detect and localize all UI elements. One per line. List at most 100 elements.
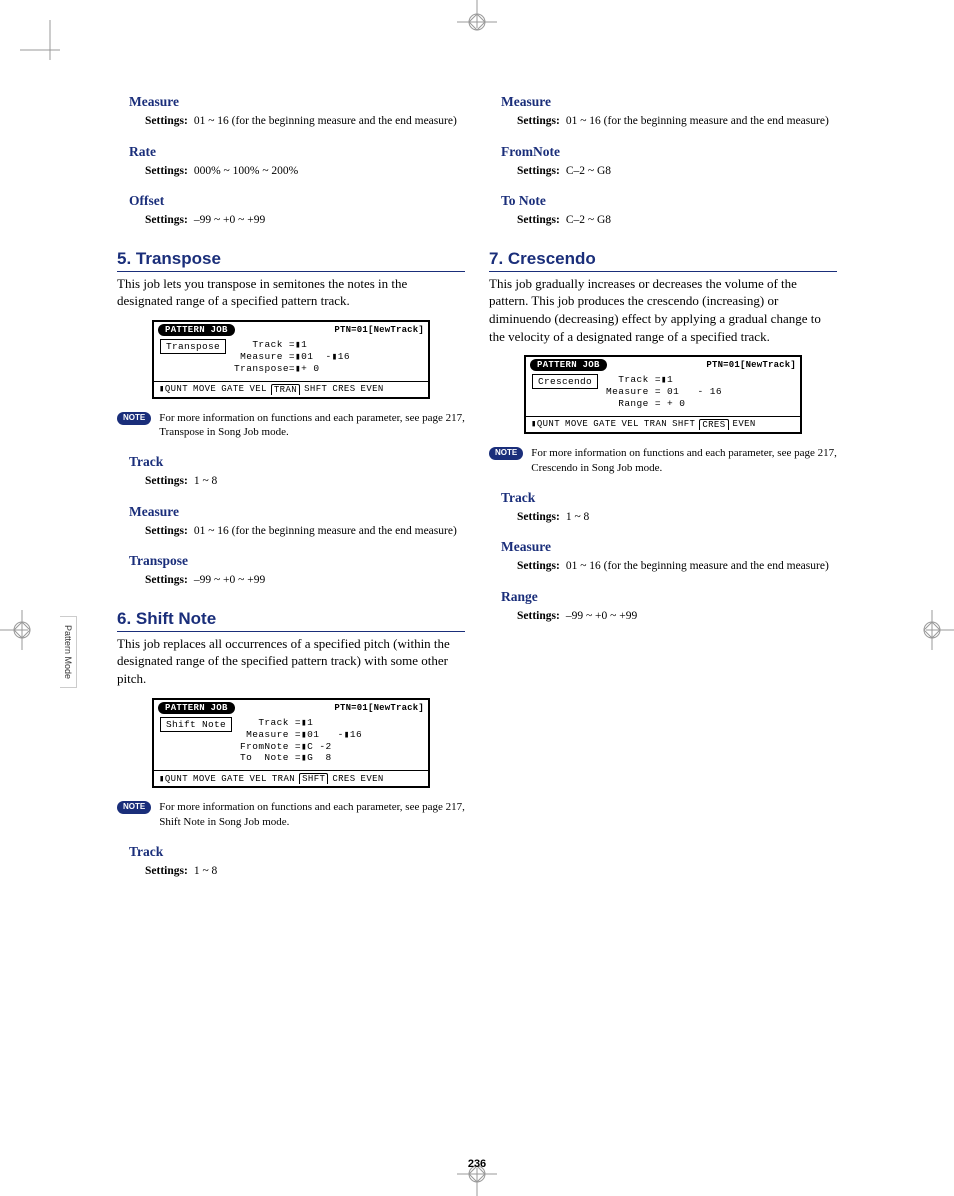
note-icon: NOTE bbox=[489, 447, 523, 460]
section-title-transpose: 5. Transpose bbox=[117, 249, 465, 269]
param-setting: Settings: C–2 ~ G8 bbox=[517, 164, 837, 180]
lcd-tab: MOVE bbox=[192, 384, 217, 394]
settings-label: Settings: bbox=[145, 573, 188, 589]
lcd-tab: TRAN bbox=[271, 384, 300, 395]
note-block: NOTE For more information on functions a… bbox=[489, 446, 837, 476]
lcd-tab: ▮QUNT bbox=[530, 419, 561, 429]
lcd-tab: MOVE bbox=[564, 419, 589, 429]
lcd-titlebar: PATTERN JOB bbox=[158, 702, 235, 714]
lcd-tab: VEL bbox=[248, 774, 267, 784]
param-setting: Settings: C–2 ~ G8 bbox=[517, 213, 837, 229]
settings-value: C–2 ~ G8 bbox=[566, 164, 611, 180]
settings-label: Settings: bbox=[145, 474, 188, 490]
lcd-titlebar: PATTERN JOB bbox=[530, 359, 607, 371]
lcd-job-name: Shift Note bbox=[160, 717, 232, 732]
settings-value: 000% ~ 100% ~ 200% bbox=[194, 164, 298, 180]
param-heading: Range bbox=[501, 589, 837, 605]
section-underline bbox=[117, 271, 465, 272]
note-text: For more information on functions and ea… bbox=[159, 800, 465, 830]
settings-label: Settings: bbox=[517, 609, 560, 625]
param-heading: Measure bbox=[129, 504, 465, 520]
note-text: For more information on functions and ea… bbox=[531, 446, 837, 476]
lcd-ptn-info: PTN=01[NewTrack] bbox=[334, 325, 424, 335]
section-desc: This job replaces all occurrences of a s… bbox=[117, 635, 465, 688]
lcd-tab: VEL bbox=[620, 419, 639, 429]
param-setting: Settings: 01 ~ 16 (for the beginning mea… bbox=[517, 114, 837, 130]
param-setting: Settings: 1 ~ 8 bbox=[145, 474, 465, 490]
settings-label: Settings: bbox=[517, 114, 560, 130]
right-column: Measure Settings: 01 ~ 16 (for the begin… bbox=[489, 94, 837, 1154]
lcd-tab: EVEN bbox=[360, 774, 385, 784]
settings-value: –99 ~ +0 ~ +99 bbox=[194, 213, 265, 229]
lcd-params: Track =▮1 Measure = 01 - 16 Range = + 0 bbox=[606, 374, 722, 410]
settings-label: Settings: bbox=[145, 213, 188, 229]
param-heading: Rate bbox=[129, 144, 465, 160]
param-setting: Settings: 01 ~ 16 (for the beginning mea… bbox=[145, 114, 465, 130]
section-title-crescendo: 7. Crescendo bbox=[489, 249, 837, 269]
lcd-tabs: ▮QUNTMOVEGATEVELTRANSHFTCRESEVEN bbox=[526, 416, 800, 432]
param-heading: Measure bbox=[129, 94, 465, 110]
param-setting: Settings: 01 ~ 16 (for the beginning mea… bbox=[517, 559, 837, 575]
lcd-tab: SHFT bbox=[303, 384, 328, 394]
lcd-screenshot-shift-note: PATTERN JOB PTN=01[NewTrack] Shift Note … bbox=[152, 698, 430, 789]
cropmark-left bbox=[0, 600, 40, 660]
lcd-tab: TRAN bbox=[271, 774, 296, 784]
param-setting: Settings: –99 ~ +0 ~ +99 bbox=[145, 573, 465, 589]
section-title-shift-note: 6. Shift Note bbox=[117, 609, 465, 629]
lcd-params: Track =▮1 Measure =▮01 -▮16 FromNote =▮C… bbox=[240, 717, 362, 765]
section-underline bbox=[117, 631, 465, 632]
lcd-screenshot-transpose: PATTERN JOB PTN=01[NewTrack] Transpose T… bbox=[152, 320, 430, 399]
settings-value: 01 ~ 16 (for the beginning measure and t… bbox=[194, 114, 457, 130]
lcd-tab: ▮QUNT bbox=[158, 384, 189, 394]
param-heading: Transpose bbox=[129, 553, 465, 569]
note-icon: NOTE bbox=[117, 801, 151, 814]
param-heading: Measure bbox=[501, 539, 837, 555]
cropmark-top bbox=[447, 0, 507, 40]
lcd-job-name: Crescendo bbox=[532, 374, 598, 389]
lcd-ptn-info: PTN=01[NewTrack] bbox=[706, 360, 796, 370]
lcd-tab: ▮QUNT bbox=[158, 774, 189, 784]
lcd-tab: VEL bbox=[248, 384, 267, 394]
settings-label: Settings: bbox=[517, 213, 560, 229]
note-block: NOTE For more information on functions a… bbox=[117, 411, 465, 441]
lcd-screenshot-crescendo: PATTERN JOB PTN=01[NewTrack] Crescendo T… bbox=[524, 355, 802, 434]
settings-value: –99 ~ +0 ~ +99 bbox=[566, 609, 637, 625]
page-number: 236 bbox=[468, 1158, 486, 1170]
side-tab-pattern-mode: Pattern Mode bbox=[60, 616, 77, 688]
note-block: NOTE For more information on functions a… bbox=[117, 800, 465, 830]
lcd-ptn-info: PTN=01[NewTrack] bbox=[334, 703, 424, 713]
param-heading: FromNote bbox=[501, 144, 837, 160]
cropmark-right bbox=[914, 600, 954, 660]
lcd-params: Track =▮1 Measure =▮01 -▮16 Transpose=▮+… bbox=[234, 339, 350, 375]
left-column: Measure Settings: 01 ~ 16 (for the begin… bbox=[117, 94, 465, 1154]
settings-label: Settings: bbox=[145, 864, 188, 880]
settings-value: 01 ~ 16 (for the beginning measure and t… bbox=[566, 114, 829, 130]
param-heading: Track bbox=[129, 844, 465, 860]
settings-value: 1 ~ 8 bbox=[194, 864, 217, 880]
settings-value: 1 ~ 8 bbox=[566, 510, 589, 526]
lcd-tabs: ▮QUNTMOVEGATEVEL TRANSHFTCRES EVEN bbox=[154, 381, 428, 397]
lcd-job-name: Transpose bbox=[160, 339, 226, 354]
lcd-tab: GATE bbox=[220, 384, 245, 394]
param-heading: Offset bbox=[129, 193, 465, 209]
settings-label: Settings: bbox=[145, 114, 188, 130]
lcd-tab: EVEN bbox=[732, 419, 757, 429]
settings-label: Settings: bbox=[517, 164, 560, 180]
settings-value: 01 ~ 16 (for the beginning measure and t… bbox=[566, 559, 829, 575]
lcd-tab: TRAN bbox=[643, 419, 668, 429]
lcd-tab: CRES bbox=[331, 384, 356, 394]
param-heading: To Note bbox=[501, 193, 837, 209]
section-desc: This job gradually increases or decrease… bbox=[489, 275, 837, 346]
lcd-tab: EVEN bbox=[360, 384, 385, 394]
settings-label: Settings: bbox=[517, 559, 560, 575]
param-setting: Settings: –99 ~ +0 ~ +99 bbox=[517, 609, 837, 625]
param-heading: Measure bbox=[501, 94, 837, 110]
param-heading: Track bbox=[501, 490, 837, 506]
cornermark-top-left bbox=[20, 20, 60, 60]
settings-label: Settings: bbox=[145, 524, 188, 540]
lcd-tab: CRES bbox=[699, 419, 728, 430]
param-setting: Settings: –99 ~ +0 ~ +99 bbox=[145, 213, 465, 229]
param-heading: Track bbox=[129, 454, 465, 470]
lcd-titlebar: PATTERN JOB bbox=[158, 324, 235, 336]
lcd-tab: CRES bbox=[331, 774, 356, 784]
